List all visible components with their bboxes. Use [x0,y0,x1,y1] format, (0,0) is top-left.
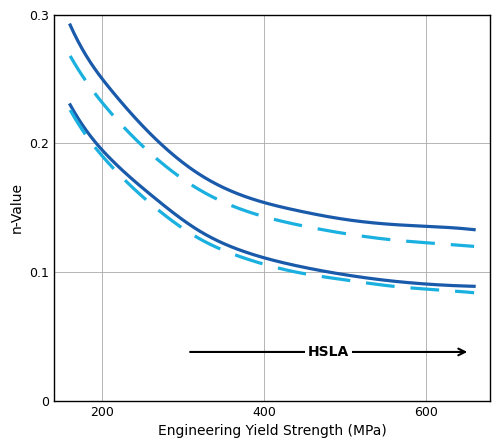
Y-axis label: n-Value: n-Value [10,182,24,233]
Text: HSLA: HSLA [308,345,350,359]
X-axis label: Engineering Yield Strength (MPa): Engineering Yield Strength (MPa) [158,424,386,438]
